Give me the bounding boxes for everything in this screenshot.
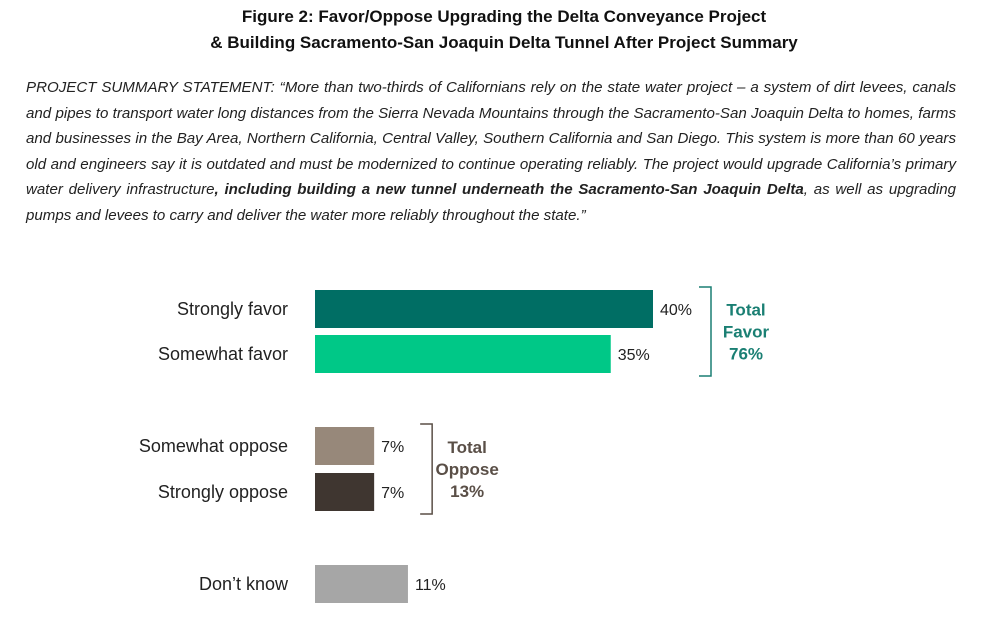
total-oppose-label-2: Oppose: [436, 460, 499, 479]
statement-text-1: PROJECT SUMMARY STATEMENT: “More than tw…: [26, 79, 956, 199]
project-summary-statement: PROJECT SUMMARY STATEMENT: “More than tw…: [26, 75, 956, 229]
value-label-strongly-favor: 40%: [660, 302, 692, 319]
bar-somewhat-oppose: [315, 427, 375, 465]
category-label-strongly-oppose: Strongly oppose: [158, 482, 288, 502]
statement-text-2: , as well as upgrading pumps and levees …: [26, 181, 956, 224]
figure-title: Figure 2: Favor/Oppose Upgrading the Del…: [0, 4, 1008, 56]
value-label-strongly-oppose: 7%: [381, 485, 404, 502]
total-favor-label-1: Total: [726, 301, 765, 320]
figure-title-line-2: & Building Sacramento-San Joaquin Delta …: [210, 33, 798, 52]
favor-bracket: [699, 286, 712, 377]
value-label-somewhat-oppose: 7%: [381, 439, 404, 456]
category-label-don-t-know: Don’t know: [199, 574, 289, 594]
bar-don-t-know: [315, 565, 408, 603]
bar-somewhat-favor: [315, 335, 611, 373]
favor-oppose-bar-chart: Strongly favor 40% Somewhat favor 35% Somewh…: [139, 286, 770, 603]
bar-strongly-oppose: [315, 473, 375, 511]
value-label-somewhat-favor: 35%: [618, 347, 650, 364]
category-label-somewhat-favor: Somewhat favor: [158, 344, 288, 364]
total-oppose-label-3: 13%: [450, 482, 484, 501]
category-label-somewhat-oppose: Somewhat oppose: [139, 436, 288, 456]
figure-title-line-1: Figure 2: Favor/Oppose Upgrading the Del…: [241, 7, 767, 26]
total-oppose-label-1: Total: [447, 438, 486, 457]
category-label-strongly-favor: Strongly favor: [177, 299, 288, 319]
statement-bold-text: , including building a new tunnel undern…: [214, 181, 804, 199]
value-label-don-t-know: 11%: [415, 577, 446, 594]
oppose-bracket: [420, 423, 433, 515]
total-favor-label-2: Favor: [723, 323, 770, 342]
bar-strongly-favor: [315, 290, 653, 328]
total-favor-label-3: 76%: [729, 345, 763, 364]
